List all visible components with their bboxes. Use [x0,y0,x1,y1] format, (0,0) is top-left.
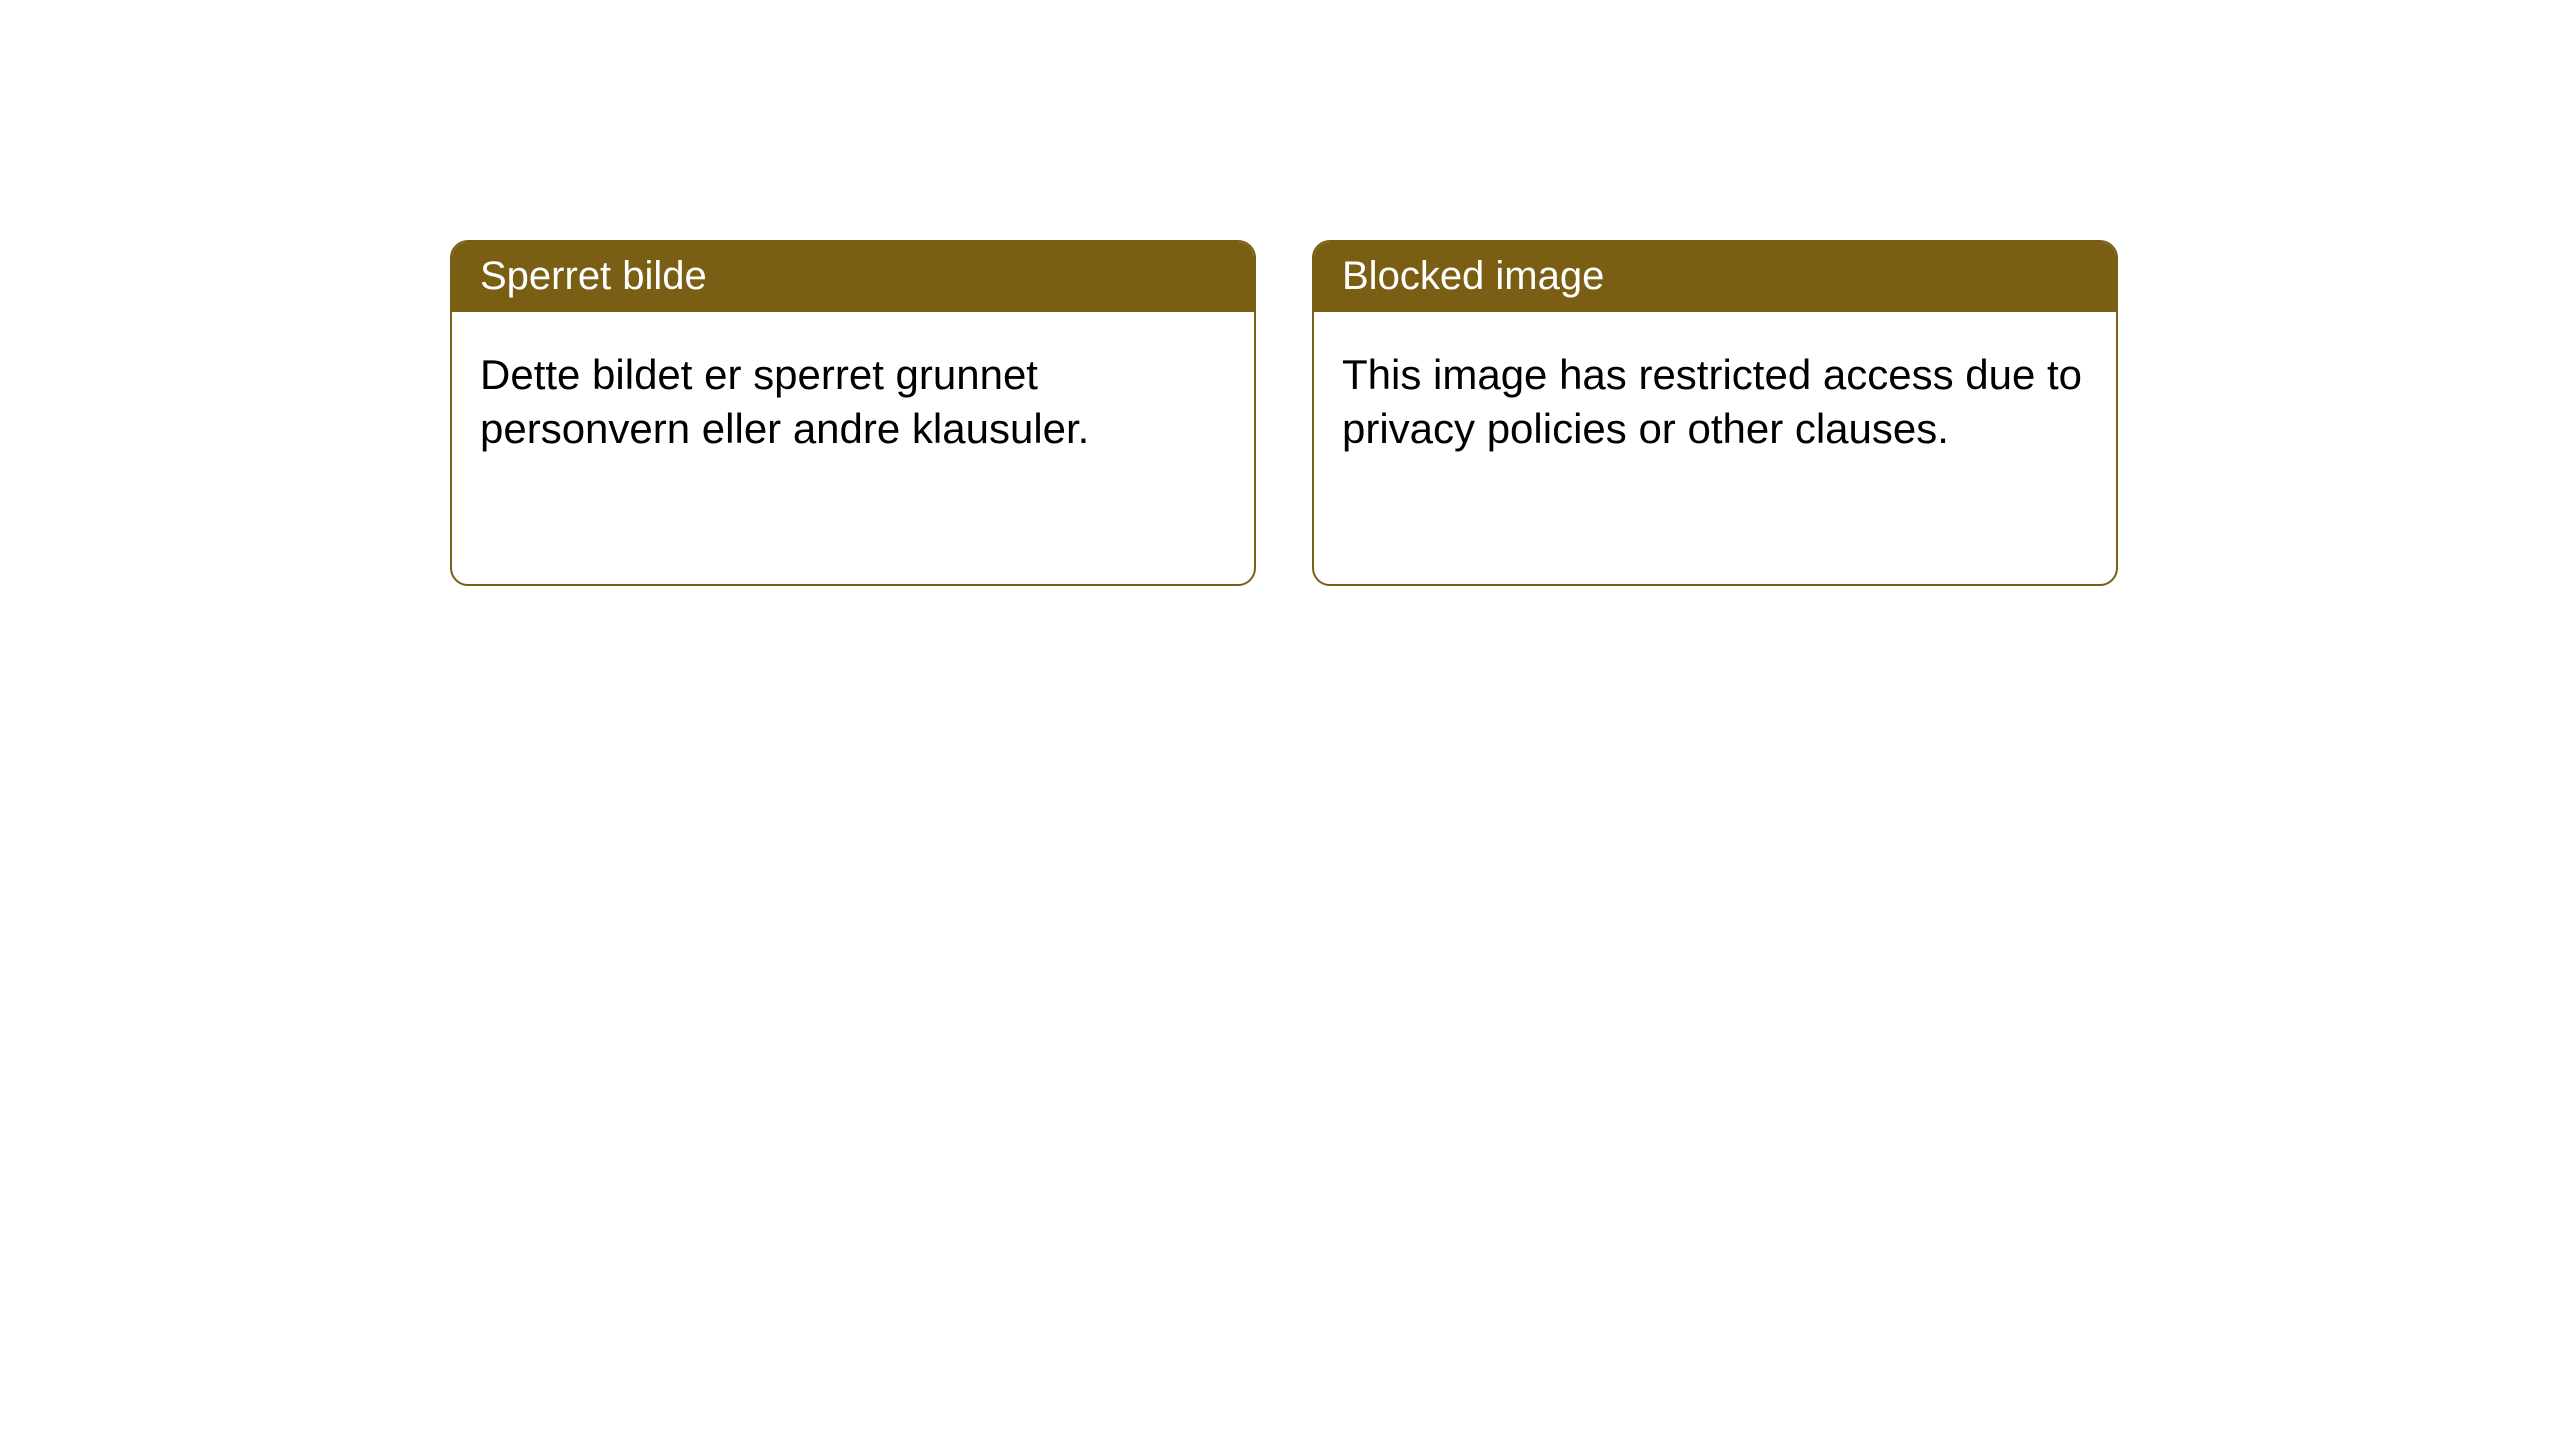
blocked-image-card-en: Blocked image This image has restricted … [1312,240,2118,586]
notice-container: Sperret bilde Dette bildet er sperret gr… [0,0,2560,586]
card-body-no: Dette bildet er sperret grunnet personve… [452,312,1254,584]
card-body-en: This image has restricted access due to … [1314,312,2116,584]
card-title-en: Blocked image [1314,242,2116,312]
blocked-image-card-no: Sperret bilde Dette bildet er sperret gr… [450,240,1256,586]
card-title-no: Sperret bilde [452,242,1254,312]
